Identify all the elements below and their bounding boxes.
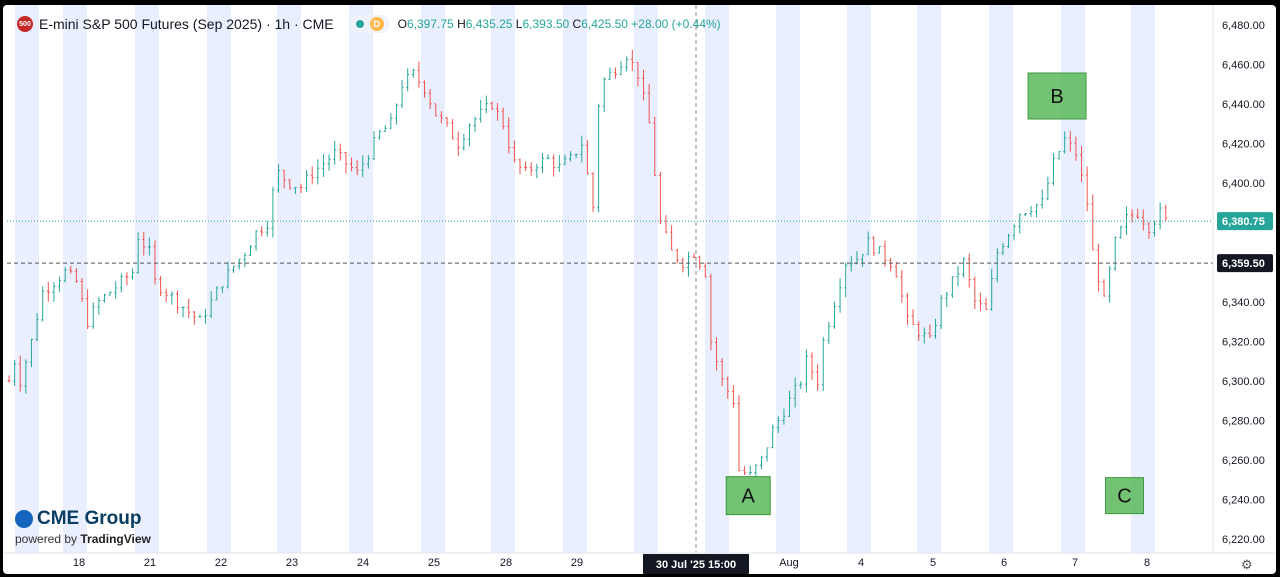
session-band	[349, 5, 373, 553]
y-tick-label: 6,220.00	[1222, 534, 1265, 546]
gear-icon[interactable]: ⚙	[1241, 557, 1253, 572]
cme-logo[interactable]: CME Group powered by TradingView	[15, 508, 151, 546]
session-band	[491, 5, 515, 553]
y-tick-label: 6,340.00	[1222, 297, 1265, 309]
x-tick-label: 23	[286, 557, 298, 569]
chart-panel: 6,220.00 6,240.00 6,260.00 6,280.00 6,300.00…	[3, 5, 1276, 574]
y-tick-label: 6,460.00	[1222, 59, 1265, 71]
session-band	[207, 5, 231, 553]
x-tick-label: 7	[1072, 557, 1078, 569]
x-tick-label: 22	[215, 557, 227, 569]
globe-icon	[15, 510, 33, 528]
y-tick-label: 6,260.00	[1222, 455, 1265, 467]
annotation-label-a: A	[742, 486, 756, 508]
x-tick-label: 4	[858, 557, 864, 569]
x-tick-label: Aug	[779, 557, 799, 569]
crosshair-x-label: 30 Jul '25 15:00	[656, 559, 736, 571]
session-band	[705, 5, 729, 553]
session-band	[1131, 5, 1155, 553]
annotation-box-c[interactable]	[1104, 477, 1144, 515]
x-tick-label: 6	[1001, 557, 1007, 569]
annotation-box-b[interactable]	[1027, 72, 1087, 120]
x-tick-label: 25	[428, 557, 440, 569]
crosshair-x-tag	[643, 554, 749, 574]
current-price-tag	[1217, 212, 1273, 231]
session-band	[917, 5, 941, 553]
x-tick-label: 5	[930, 557, 936, 569]
symbol-badge[interactable]: 500	[17, 16, 33, 32]
prev-close-label: 6,359.50	[1222, 258, 1265, 270]
y-tick-label: 6,240.00	[1222, 495, 1265, 507]
platform-name: TradingView	[80, 532, 151, 546]
powered-by-text: powered by	[15, 532, 78, 546]
change-value: +28.00 (+0.44%)	[631, 17, 721, 31]
logo-brand: CME Group	[37, 508, 142, 529]
y-tick-label: 6,400.00	[1222, 178, 1265, 190]
annotation-label-c: C	[1117, 486, 1131, 508]
market-status[interactable]: D	[349, 15, 390, 33]
x-tick-label: 21	[144, 557, 156, 569]
y-tick-label: 6,320.00	[1222, 336, 1265, 348]
session-band	[15, 5, 39, 553]
ohlc-values: O6,397.75 H6,435.25 L6,393.50 C6,425.50 …	[397, 17, 721, 31]
x-tick-label: 18	[73, 557, 85, 569]
y-tick-label: 6,280.00	[1222, 415, 1265, 427]
x-tick-label: 8	[1144, 557, 1150, 569]
price-chart[interactable]: 6,220.00 6,240.00 6,260.00 6,280.00 6,300.00…	[3, 5, 1276, 574]
chart-header: 500 E-mini S&P 500 Futures (Sep 2025) · …	[17, 13, 721, 35]
session-band	[63, 5, 87, 553]
delayed-data-icon: D	[369, 17, 384, 31]
y-tick-label: 6,420.00	[1222, 138, 1265, 150]
symbol-title[interactable]: E-mini S&P 500 Futures (Sep 2025) · 1h ·…	[39, 16, 334, 32]
annotation-label-b: B	[1050, 86, 1063, 108]
session-band	[277, 5, 301, 553]
session-band	[563, 5, 587, 553]
x-tick-label: 24	[357, 557, 369, 569]
y-tick-label: 6,440.00	[1222, 99, 1265, 111]
session-band	[634, 5, 658, 553]
market-open-icon	[355, 20, 364, 28]
y-tick-label: 6,480.00	[1222, 20, 1265, 32]
session-band	[847, 5, 871, 553]
x-tick-label: 28	[500, 557, 512, 569]
current-price-label: 6,380.75	[1222, 216, 1265, 228]
y-tick-label: 6,300.00	[1222, 376, 1265, 388]
session-band	[776, 5, 800, 553]
annotation-box-a[interactable]	[725, 476, 771, 516]
x-tick-label: 29	[571, 557, 583, 569]
prev-close-tag	[1217, 254, 1273, 273]
